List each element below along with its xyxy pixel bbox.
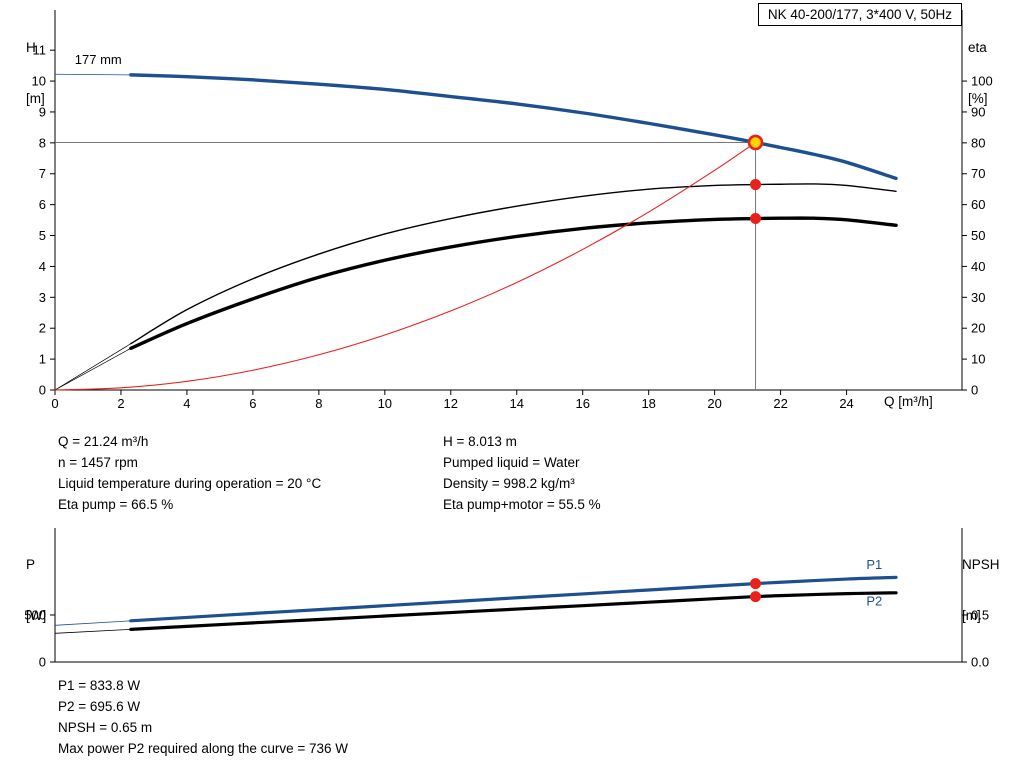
y-left-tick-label: 0 — [39, 655, 46, 670]
eta-axis-symbol: eta — [968, 40, 987, 55]
eta-pump-point — [750, 179, 762, 191]
x-tick-label: 12 — [444, 396, 458, 411]
operating-point-left: Q = 21.24 m³/h n = 1457 rpm Liquid tempe… — [58, 431, 321, 515]
y-right-tick-label: 0.5 — [971, 607, 989, 622]
x-tick-label: 8 — [315, 396, 322, 411]
y-left-tick-label: 10 — [32, 74, 46, 89]
eta-pump-motor-point — [750, 213, 762, 225]
eta-pump-motor-value: Eta pump+motor = 55.5 % — [443, 497, 601, 512]
power-p2-curve — [129, 591, 898, 631]
power-info-block: P1 = 833.8 W P2 = 695.6 W NPSH = 0.65 m … — [58, 675, 348, 759]
y-left-tick-label: 7 — [39, 166, 46, 181]
liquid-temperature-value: Liquid temperature during operation = 20… — [58, 476, 322, 491]
p2-value: P2 = 695.6 W — [58, 699, 141, 714]
npsh-value: NPSH = 0.65 m — [58, 720, 153, 735]
head-value: H = 8.013 m — [443, 434, 517, 449]
y-right-tick-label: 0 — [971, 383, 978, 398]
y-right-tick-label: 90 — [971, 104, 985, 119]
y-left-tick-label: 4 — [39, 259, 46, 274]
y-right-tick-label: 70 — [971, 166, 985, 181]
flow-value: Q = 21.24 m³/h — [58, 434, 149, 449]
y-right-tick-label: 40 — [971, 259, 985, 274]
npsh-axis-symbol: NPSH — [962, 557, 1000, 572]
y-left-tick-label: 8 — [39, 135, 46, 150]
x-tick-label: 16 — [575, 396, 589, 411]
duty-point — [747, 134, 764, 151]
y-right-tick-label: 20 — [971, 321, 985, 336]
p-axis-label: P [W] — [26, 522, 46, 658]
y-right-tick-label: 10 — [971, 352, 985, 367]
p2-curve-label: P2 — [866, 594, 882, 609]
p-axis-symbol: P — [26, 557, 36, 572]
eta-axis-label: eta [%] — [968, 5, 988, 141]
x-tick-label: 22 — [773, 396, 787, 411]
head-177mm-leader — [54, 73, 131, 76]
p2-point — [750, 591, 762, 603]
pumped-liquid-value: Pumped liquid = Water — [443, 455, 580, 470]
npsh-axis-label: NPSH [m] — [962, 522, 1000, 658]
eta-pump-leader — [54, 343, 132, 391]
h-axis-label: H [m] — [26, 5, 45, 141]
h-axis-unit: [m] — [26, 91, 45, 106]
density-value: Density = 998.2 kg/m³ — [443, 476, 575, 491]
power-npsh-chart: 0 500 0.0 0.5 P1 P2 — [24, 528, 989, 670]
x-tick-label: 24 — [839, 396, 853, 411]
y-left-tick-label: 0 — [39, 383, 46, 398]
npsh-axis-unit: [m] — [962, 608, 981, 623]
power-p1-leader — [54, 620, 131, 626]
operating-point-right: H = 8.013 m Pumped liquid = Water Densit… — [443, 431, 601, 515]
head-177mm-curve — [129, 73, 898, 181]
power-p1-curve — [129, 575, 898, 623]
eta-pump-value: Eta pump = 66.5 % — [58, 497, 174, 512]
y-right-tick-label: 60 — [971, 197, 985, 212]
speed-value: n = 1457 rpm — [58, 455, 138, 470]
x-tick-label: 20 — [707, 396, 721, 411]
eta-pump-motor-leader — [54, 347, 132, 391]
p1-point — [750, 578, 762, 590]
system-curve-curve — [54, 141, 757, 391]
y-left-tick-label: 6 — [39, 197, 46, 212]
x-tick-label: 10 — [378, 396, 392, 411]
y-right-tick-label: 100 — [971, 74, 993, 89]
eta-pump-curve — [130, 183, 897, 345]
y-left-tick-label: 11 — [33, 43, 47, 58]
x-tick-label: 2 — [117, 396, 124, 411]
p1-curve-label: P1 — [866, 557, 882, 572]
y-right-tick-label: 80 — [971, 135, 985, 150]
h-axis-symbol: H — [26, 40, 36, 55]
x-tick-label: 18 — [641, 396, 655, 411]
y-left-tick-label: 500 — [24, 607, 46, 622]
y-left-tick-label: 2 — [39, 321, 46, 336]
y-left-tick-label: 5 — [39, 228, 46, 243]
y-right-tick-label: 50 — [971, 228, 985, 243]
p-axis-unit: [W] — [26, 608, 47, 623]
x-tick-label: 6 — [249, 396, 256, 411]
power-p2-leader — [54, 628, 131, 634]
y-left-tick-label: 1 — [39, 352, 46, 367]
y-right-tick-label: 0.0 — [971, 655, 989, 670]
eta-axis-unit: [%] — [968, 91, 988, 106]
x-tick-label: 14 — [510, 396, 524, 411]
x-tick-label: 0 — [51, 396, 58, 411]
y-right-tick-label: 30 — [971, 290, 985, 305]
y-left-tick-label: 3 — [39, 290, 46, 305]
p1-value: P1 = 833.8 W — [58, 678, 141, 693]
y-left-tick-label: 9 — [39, 104, 46, 119]
max-power-value: Max power P2 required along the curve = … — [58, 741, 349, 756]
pump-title-box: NK 40-200/177, 3*400 V, 50Hz — [757, 3, 962, 26]
q-axis-label: Q [m³/h] — [884, 394, 933, 409]
eta-pump-motor-curve — [129, 216, 898, 350]
impeller-label: 177 mm — [75, 52, 122, 67]
x-tick-label: 4 — [183, 396, 190, 411]
